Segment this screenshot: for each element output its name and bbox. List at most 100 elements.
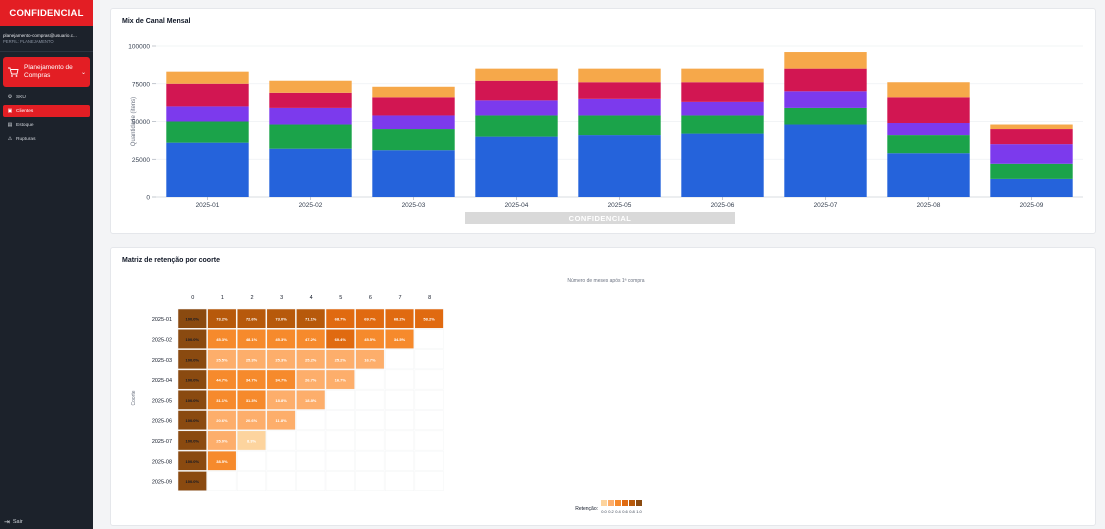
heatmap-cell	[236, 430, 267, 451]
bar-segment	[784, 52, 867, 69]
bar-segment	[269, 92, 352, 108]
cell-label: 73.0%	[275, 317, 287, 322]
heatmap-cell	[266, 329, 296, 349]
bar-segment	[784, 91, 867, 108]
heatmap-cell	[266, 369, 296, 390]
cell-label: 34.7%	[246, 378, 258, 383]
cell-label: 8.3%	[247, 438, 257, 443]
cell-label: 20.6%	[216, 418, 228, 423]
bar-segment	[681, 101, 764, 116]
bar-segment	[578, 98, 661, 116]
heatmap-cell	[296, 349, 326, 370]
cell-label: 100.0%	[186, 337, 200, 342]
warning-icon: ⚠	[7, 136, 13, 142]
y-tick-label: 25000	[132, 157, 150, 164]
heatmap-cell	[236, 329, 267, 349]
cell-label: 45.3%	[275, 337, 287, 342]
heatmap-cell	[236, 471, 267, 491]
heatmap-cell	[414, 349, 444, 370]
heatmap-cell	[296, 308, 326, 329]
heatmap-cell	[177, 308, 207, 329]
y-tick-label: 2025-04	[152, 378, 172, 384]
bar-segment	[166, 142, 249, 197]
heatmap-cell	[296, 410, 326, 431]
heatmap-cell	[296, 329, 326, 349]
heatmap-cell	[207, 450, 237, 471]
cell-label: 100.0%	[186, 398, 200, 403]
x-tick-label: 2025-05	[608, 202, 632, 209]
sidebar-item-clientes[interactable]: ▣ Clientes	[3, 105, 90, 117]
legend-swatch	[615, 500, 621, 506]
heatmap-cell	[355, 430, 385, 451]
heatmap-cell	[414, 329, 444, 349]
heatmap-cell	[236, 349, 267, 370]
legend-tick-label: 0.2	[608, 509, 614, 514]
customers-icon: ▣	[7, 108, 13, 114]
x-tick-label: 2025-07	[814, 202, 838, 209]
bar-segment	[578, 115, 661, 136]
heatmap-cell	[384, 450, 415, 471]
heatmap-cell	[355, 450, 385, 471]
heatmap-cell	[355, 369, 385, 390]
heatmap-cell	[207, 471, 237, 491]
cell-label: 100.0%	[186, 459, 200, 464]
y-axis-title: Coorte	[131, 390, 137, 405]
heatmap-cell	[296, 471, 326, 491]
logout-icon: ⇥	[4, 519, 10, 526]
heatmap-cell	[414, 471, 444, 491]
user-role: PERFIL: PLANEJAMENTO	[3, 39, 54, 44]
bar-segment	[681, 82, 764, 102]
sidebar-item-rupturas[interactable]: ⚠ Rupturas	[3, 133, 90, 145]
legend-tick-label: 0.4	[615, 509, 621, 514]
heatmap-cell	[384, 369, 415, 390]
cell-label: 100.0%	[186, 357, 200, 362]
y-tick-label: 0	[146, 195, 150, 202]
bar-segment	[887, 97, 970, 124]
heatmap-cell	[355, 389, 385, 410]
logout-button[interactable]: ⇥ Sair	[4, 518, 23, 526]
cell-label: 100.0%	[186, 438, 200, 443]
heatmap-cell	[355, 410, 385, 431]
cell-label: 100.0%	[186, 418, 200, 423]
heatmap-cell	[325, 389, 355, 410]
cell-label: 60.4%	[335, 337, 347, 342]
user-email: planejamento-compras@usuario.c...	[3, 33, 77, 38]
heatmap-cell	[236, 410, 267, 431]
sidebar-item-label: Clientes	[16, 108, 34, 114]
bar-segment	[475, 68, 558, 81]
heatmap-cell	[177, 349, 207, 370]
sidebar-item-sku[interactable]: ⚙ SKU	[3, 91, 90, 103]
watermark-text: CONFIDENCIAL	[569, 214, 632, 223]
y-tick-label: 2025-01	[152, 317, 172, 323]
bar-segment	[887, 123, 970, 136]
legend-title: Retenção:	[575, 506, 598, 512]
menu-planejamento-compras[interactable]: Planejamento de Compras ⌄	[3, 57, 90, 87]
heatmap-cell	[414, 410, 444, 431]
y-tick-label: 2025-09	[152, 480, 172, 486]
heatmap-cell	[177, 450, 207, 471]
cell-label: 68.2%	[394, 317, 406, 322]
logout-label: Sair	[12, 519, 23, 525]
legend-tick-label: 0.6	[622, 509, 628, 514]
x-tick-label: 2025-03	[402, 202, 426, 209]
channel-mix-chart: 0 25000 50000 75000 100000 Quantidade (itens)…	[128, 44, 1083, 224]
heatmap-cell	[384, 410, 415, 431]
bar-segment	[372, 115, 455, 130]
heatmap-cell	[355, 471, 385, 491]
cell-label: 31.1%	[216, 398, 228, 403]
heatmap-cell	[296, 369, 326, 390]
x-tick-label: 2025-06	[711, 202, 735, 209]
y-tick-label: 2025-05	[152, 398, 172, 404]
cell-label: 25.3%	[246, 357, 258, 362]
bar-segment	[372, 150, 455, 197]
heatmap-cell	[355, 329, 385, 349]
sidebar-item-estoque[interactable]: ▤ Estoque	[3, 119, 90, 131]
heatmap-cell	[355, 349, 385, 370]
heatmap-cell	[266, 389, 296, 410]
heatmap-cell	[207, 410, 237, 431]
heatmap-cell	[325, 369, 355, 390]
cell-label: 100.0%	[186, 317, 200, 322]
bar-segment	[681, 133, 764, 197]
heatmap-cell	[266, 308, 296, 329]
bar-segment	[372, 129, 455, 151]
